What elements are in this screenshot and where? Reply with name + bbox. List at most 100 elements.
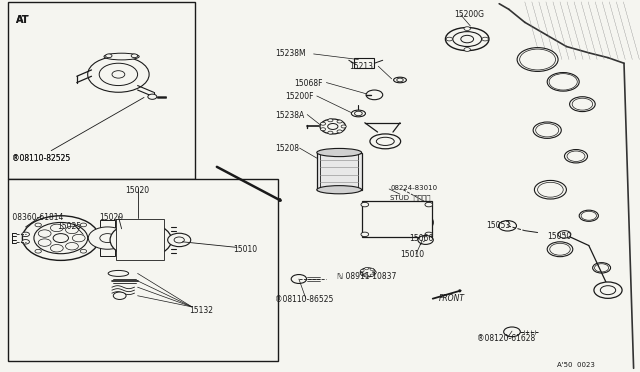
Bar	[362, 201, 432, 237]
Text: A'50  0023: A'50 0023	[557, 362, 595, 368]
Text: 15200F: 15200F	[285, 92, 314, 101]
Circle shape	[65, 226, 78, 234]
Text: 08224-83010: 08224-83010	[390, 185, 438, 191]
Circle shape	[99, 63, 138, 86]
Text: 08360-61814: 08360-61814	[10, 213, 63, 222]
Text: 15200G: 15200G	[454, 10, 484, 19]
Circle shape	[113, 292, 126, 299]
Circle shape	[80, 249, 86, 253]
Circle shape	[355, 111, 362, 116]
Text: 15208: 15208	[275, 144, 300, 153]
Circle shape	[360, 270, 364, 272]
Circle shape	[35, 223, 42, 227]
Text: 15010: 15010	[234, 245, 258, 254]
Circle shape	[22, 216, 99, 260]
Circle shape	[482, 37, 488, 41]
Circle shape	[366, 90, 383, 100]
Ellipse shape	[453, 32, 481, 46]
Circle shape	[38, 230, 51, 237]
Circle shape	[464, 48, 470, 51]
Text: AT: AT	[16, 16, 29, 25]
Circle shape	[446, 37, 452, 41]
Circle shape	[320, 119, 346, 134]
Circle shape	[401, 216, 424, 229]
Circle shape	[341, 125, 346, 128]
Circle shape	[35, 249, 42, 253]
Text: ®08110-82525: ®08110-82525	[12, 154, 70, 163]
Circle shape	[547, 242, 573, 257]
Ellipse shape	[351, 110, 365, 117]
Circle shape	[370, 274, 374, 276]
Circle shape	[425, 232, 433, 237]
Circle shape	[600, 286, 616, 295]
Circle shape	[558, 231, 571, 238]
Circle shape	[392, 211, 433, 234]
Circle shape	[579, 210, 598, 221]
Circle shape	[418, 235, 433, 244]
Text: ®08110-82525: ®08110-82525	[12, 154, 70, 163]
Ellipse shape	[370, 134, 401, 149]
Ellipse shape	[104, 53, 140, 60]
Circle shape	[100, 234, 115, 243]
Text: 15238A: 15238A	[275, 111, 305, 120]
Circle shape	[425, 202, 433, 207]
Circle shape	[51, 244, 63, 252]
Text: FRONT: FRONT	[438, 294, 465, 303]
Circle shape	[593, 263, 611, 273]
Circle shape	[321, 122, 326, 125]
Circle shape	[72, 234, 85, 242]
Text: 15029: 15029	[99, 213, 124, 222]
Circle shape	[572, 98, 593, 110]
Circle shape	[363, 205, 412, 234]
Circle shape	[123, 237, 133, 243]
Circle shape	[328, 119, 333, 122]
Circle shape	[51, 224, 63, 232]
Circle shape	[564, 150, 588, 163]
Ellipse shape	[108, 270, 129, 276]
Circle shape	[594, 282, 622, 298]
Ellipse shape	[445, 28, 489, 51]
Circle shape	[129, 243, 140, 249]
Circle shape	[110, 222, 172, 258]
Text: 15053: 15053	[486, 221, 511, 230]
Circle shape	[148, 94, 157, 99]
Circle shape	[365, 275, 369, 277]
Circle shape	[34, 222, 88, 254]
Circle shape	[328, 124, 338, 129]
Circle shape	[174, 237, 184, 243]
Circle shape	[168, 233, 191, 247]
Circle shape	[291, 275, 307, 283]
Circle shape	[88, 57, 149, 92]
Ellipse shape	[317, 148, 362, 157]
Circle shape	[538, 182, 563, 197]
Text: ®08120-61628: ®08120-61628	[477, 334, 535, 343]
Text: 15020: 15020	[125, 186, 149, 195]
Text: 15066: 15066	[410, 234, 434, 243]
Bar	[100, 220, 115, 256]
Text: 15213: 15213	[349, 62, 372, 71]
Bar	[320, 154, 358, 188]
Text: 15010: 15010	[400, 250, 424, 259]
Ellipse shape	[376, 137, 394, 145]
Circle shape	[360, 268, 376, 277]
Circle shape	[373, 211, 401, 228]
Circle shape	[53, 234, 68, 243]
Circle shape	[547, 73, 579, 91]
Circle shape	[361, 202, 369, 207]
Circle shape	[567, 151, 585, 161]
Circle shape	[397, 78, 403, 82]
Circle shape	[328, 131, 333, 134]
Ellipse shape	[394, 77, 406, 83]
Circle shape	[595, 264, 609, 272]
Text: AT: AT	[16, 16, 29, 25]
Circle shape	[337, 130, 342, 133]
Circle shape	[142, 231, 152, 237]
Circle shape	[65, 243, 78, 250]
Circle shape	[129, 231, 140, 237]
Bar	[354, 58, 374, 68]
Circle shape	[370, 268, 374, 270]
Bar	[116, 219, 164, 260]
Circle shape	[550, 243, 570, 255]
Circle shape	[361, 232, 369, 237]
Circle shape	[88, 227, 127, 249]
